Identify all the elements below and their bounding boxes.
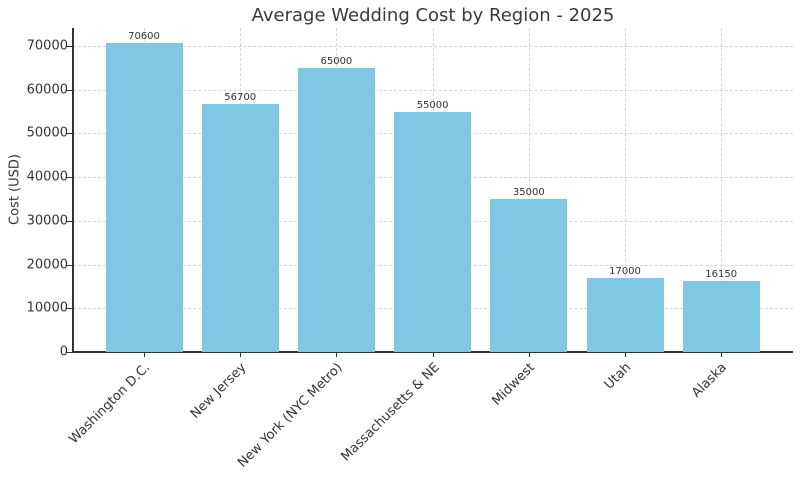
y-tick-label: 70000: [26, 38, 68, 54]
y-tick-mark: [66, 220, 72, 222]
x-tick-mark: [528, 352, 530, 357]
bar-new-jersey: [201, 104, 279, 352]
bar-value-label: 17000: [609, 265, 641, 277]
y-tick-mark: [66, 133, 72, 135]
bar-washington-d-c-: [105, 43, 183, 352]
x-tick-mark: [432, 352, 434, 357]
x-tick-label: Utah: [601, 360, 635, 393]
bar-new-york-nyc-metro-: [297, 67, 375, 352]
y-tick-mark: [66, 308, 72, 310]
y-tick-label: 10000: [26, 300, 68, 316]
x-tick-mark: [625, 352, 626, 357]
y-tick-mark: [66, 352, 72, 353]
y-tick-label: 60000: [26, 82, 68, 98]
x-tick-label: Midwest: [489, 360, 538, 409]
x-tick-label: Alaska: [689, 360, 731, 401]
gridline-vertical: [721, 28, 723, 352]
y-tick-label: 20000: [26, 257, 68, 273]
bar-value-label: 65000: [320, 55, 353, 67]
y-axis-spine: [72, 28, 74, 353]
x-tick-label: Massachusetts & NE: [338, 360, 443, 465]
y-tick-mark: [66, 264, 72, 266]
bar-massachusetts-ne: [394, 111, 472, 352]
y-tick-label: 30000: [26, 213, 68, 229]
y-tick-mark: [66, 89, 72, 91]
x-tick-mark: [144, 352, 145, 357]
x-tick-mark: [240, 352, 242, 357]
gridline-vertical: [625, 28, 626, 352]
chart-title: Average Wedding Cost by Region - 2025: [251, 5, 615, 26]
bar-value-label: 56700: [224, 92, 257, 104]
x-tick-mark: [721, 352, 723, 357]
bar-utah: [586, 277, 664, 352]
x-tick-label: Washington D.C.: [66, 360, 154, 448]
gridline-vertical: [528, 28, 530, 352]
y-tick-label: 40000: [26, 169, 68, 185]
y-axis-title: Cost (USD): [7, 154, 23, 225]
bar-value-label: 16150: [705, 269, 738, 281]
y-tick-label: 50000: [26, 125, 68, 141]
bar-value-label: 55000: [416, 99, 449, 111]
bar-value-label: 35000: [512, 187, 545, 198]
bar-alaska: [682, 281, 760, 352]
x-tick-label: New York (NYC Metro): [235, 360, 346, 471]
y-tick-label: 0: [59, 344, 68, 360]
y-tick-mark: [66, 46, 72, 47]
bar-value-label: 70600: [128, 31, 160, 43]
y-tick-mark: [66, 177, 72, 179]
x-tick-mark: [336, 352, 338, 357]
x-tick-label: New Jersey: [188, 360, 250, 422]
bar-midwest: [490, 199, 568, 352]
